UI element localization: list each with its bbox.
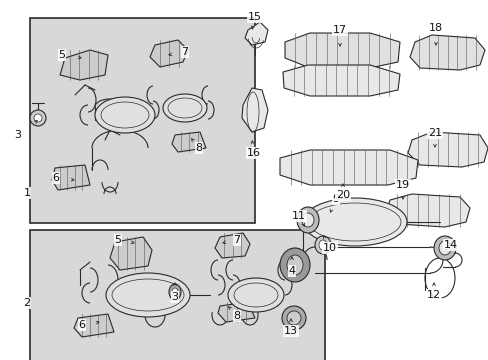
Polygon shape — [110, 237, 152, 270]
Text: 17: 17 — [332, 25, 346, 35]
Text: 19: 19 — [395, 180, 409, 190]
Text: 11: 11 — [291, 211, 305, 221]
Ellipse shape — [282, 306, 305, 330]
Ellipse shape — [106, 273, 190, 317]
Text: 8: 8 — [195, 143, 202, 153]
Polygon shape — [52, 165, 90, 190]
Ellipse shape — [163, 94, 206, 122]
Polygon shape — [150, 40, 187, 67]
Polygon shape — [409, 35, 484, 70]
Polygon shape — [407, 132, 487, 167]
Polygon shape — [218, 302, 254, 322]
Text: 3: 3 — [15, 130, 21, 140]
Text: 5: 5 — [59, 50, 65, 60]
Text: 18: 18 — [428, 23, 442, 33]
Text: 1: 1 — [23, 188, 30, 198]
Text: 8: 8 — [233, 311, 240, 321]
Ellipse shape — [95, 97, 155, 133]
Ellipse shape — [318, 240, 326, 250]
Ellipse shape — [34, 114, 42, 122]
Polygon shape — [74, 314, 114, 337]
Polygon shape — [244, 22, 267, 45]
Ellipse shape — [280, 248, 309, 282]
Polygon shape — [215, 233, 249, 258]
Polygon shape — [242, 88, 267, 132]
Polygon shape — [283, 65, 399, 96]
Text: 9: 9 — [332, 194, 339, 204]
Ellipse shape — [286, 311, 301, 325]
Ellipse shape — [302, 213, 313, 227]
Text: 16: 16 — [246, 148, 261, 158]
Text: 10: 10 — [323, 243, 336, 253]
Text: 6: 6 — [52, 173, 60, 183]
Text: 7: 7 — [233, 235, 240, 245]
Polygon shape — [285, 33, 399, 68]
Text: 13: 13 — [284, 326, 297, 336]
Text: 3: 3 — [171, 292, 178, 302]
Ellipse shape — [286, 255, 303, 275]
Text: 21: 21 — [427, 128, 441, 138]
Ellipse shape — [227, 278, 284, 312]
Ellipse shape — [438, 241, 450, 255]
Polygon shape — [172, 132, 205, 152]
Polygon shape — [280, 150, 417, 185]
Text: 5: 5 — [114, 235, 121, 245]
Text: 14: 14 — [443, 240, 457, 250]
Text: 2: 2 — [23, 298, 30, 308]
Polygon shape — [385, 194, 469, 227]
Ellipse shape — [433, 236, 455, 260]
Text: 15: 15 — [247, 12, 262, 22]
Bar — [30, 230, 325, 360]
Text: 4: 4 — [288, 266, 295, 276]
Text: 20: 20 — [335, 190, 349, 200]
Ellipse shape — [169, 284, 181, 300]
Ellipse shape — [30, 110, 46, 126]
Text: 6: 6 — [79, 320, 85, 330]
Ellipse shape — [296, 207, 318, 233]
Ellipse shape — [314, 236, 330, 254]
Ellipse shape — [303, 198, 406, 246]
Bar — [30, 18, 254, 223]
Text: 7: 7 — [181, 47, 188, 57]
Ellipse shape — [172, 288, 178, 296]
Polygon shape — [60, 50, 108, 80]
Text: 12: 12 — [426, 290, 440, 300]
